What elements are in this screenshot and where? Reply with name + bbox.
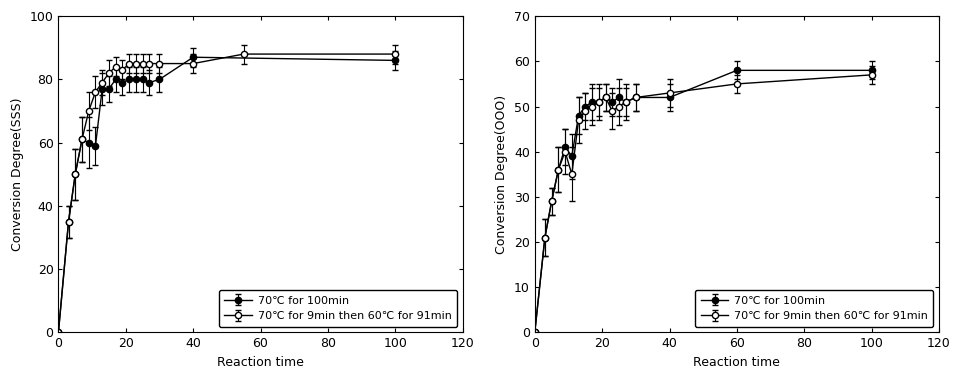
Y-axis label: Conversion Degree(SSS): Conversion Degree(SSS) — [12, 98, 24, 251]
X-axis label: Reaction time: Reaction time — [693, 356, 779, 369]
Legend: 70℃ for 100min, 70℃ for 9min then 60℃ for 91min: 70℃ for 100min, 70℃ for 9min then 60℃ fo… — [695, 290, 932, 327]
Y-axis label: Conversion Degree(OOO): Conversion Degree(OOO) — [495, 95, 507, 254]
X-axis label: Reaction time: Reaction time — [217, 356, 304, 369]
Legend: 70℃ for 100min, 70℃ for 9min then 60℃ for 91min: 70℃ for 100min, 70℃ for 9min then 60℃ fo… — [218, 290, 456, 327]
